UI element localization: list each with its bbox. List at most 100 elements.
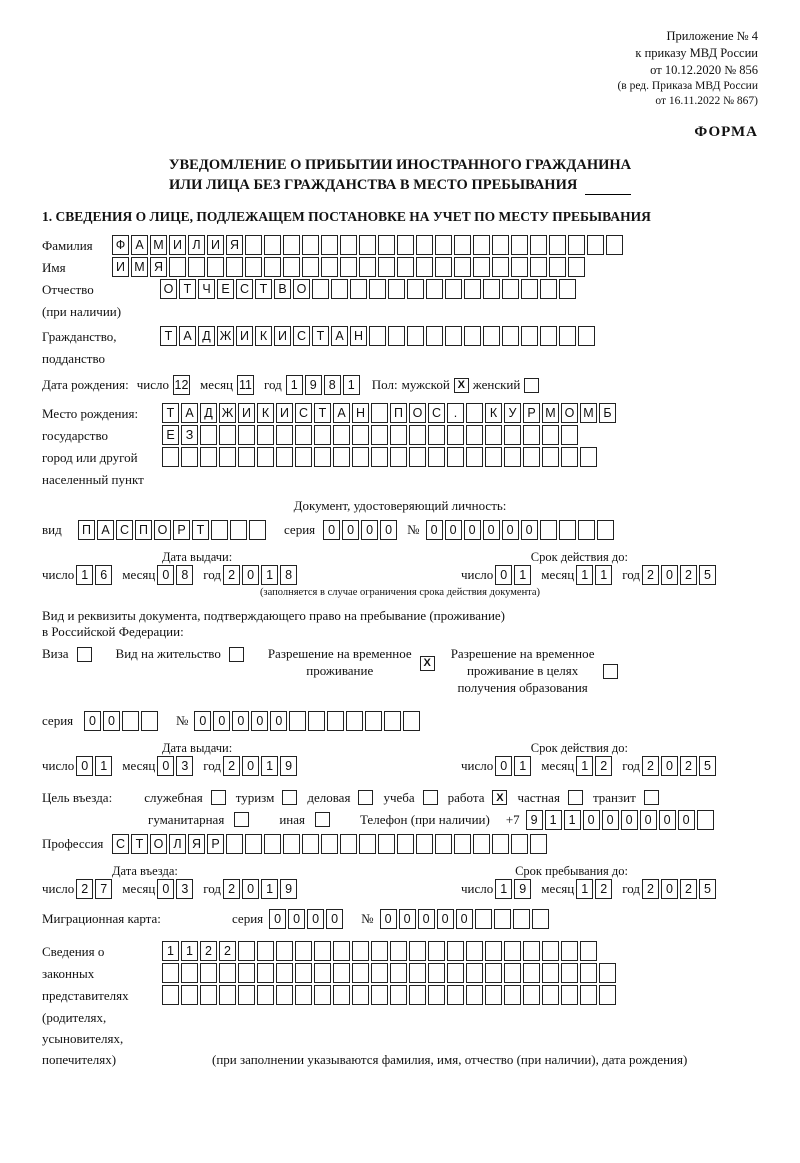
surname-label: Фамилия: [42, 235, 112, 254]
purpose-private-checkbox[interactable]: [568, 790, 583, 805]
residence-expiry-label: Срок действия до:: [531, 741, 628, 756]
gender-label: Пол:: [372, 377, 398, 393]
pob-boxes-3[interactable]: [162, 447, 599, 467]
doc-expiry-year-label: год: [622, 567, 640, 583]
entry-date-label: Дата въезда:: [112, 864, 178, 879]
purpose-service-checkbox[interactable]: [211, 790, 226, 805]
entry-number-label: число: [42, 881, 74, 897]
profession-label: Профессия: [42, 836, 112, 852]
document-section-title: Документ, удостоверяющий личность:: [42, 498, 758, 514]
purpose-transit-label: транзит: [593, 790, 636, 806]
legal-rep-row6: попечителях) (при заполнении указываются…: [42, 1049, 758, 1068]
migration-card-label: Миграционная карта:: [42, 911, 192, 927]
purpose-private-label: частная: [517, 790, 559, 806]
dob-month-label: месяц: [200, 377, 233, 393]
purpose-phone-label: Телефон (при наличии): [360, 812, 490, 828]
purpose-tourism-checkbox[interactable]: [282, 790, 297, 805]
patronymic-sub-label: (при наличии): [42, 301, 112, 320]
stay-year-label: год: [622, 881, 640, 897]
fill-in-underline[interactable]: [585, 194, 631, 195]
legal-rep-row2: законных: [42, 963, 758, 983]
pob-row3: город или другой: [42, 447, 758, 467]
doc-expiry-month-label: месяц: [541, 567, 574, 583]
purpose-row1: Цель въезда: служебная туризм деловая уч…: [42, 790, 758, 806]
patronymic-label: Отчество: [42, 282, 108, 298]
purpose-study-checkbox[interactable]: [423, 790, 438, 805]
temp-residence-edu-checkbox[interactable]: [603, 664, 618, 679]
doc-series-label: серия: [284, 522, 315, 538]
pob-settlement-sub-label: населенный пункт: [42, 469, 162, 488]
residence-issue-date-label: Дата выдачи:: [162, 741, 232, 756]
document-page: Приложение № 4 к приказу МВД России от 1…: [0, 0, 800, 1110]
purpose-other-checkbox[interactable]: [315, 812, 330, 827]
gender-female-checkbox[interactable]: [524, 378, 539, 393]
dob-year-label: год: [264, 377, 282, 393]
gender-male-checkbox[interactable]: X: [454, 378, 469, 393]
residence-series-label: серия: [42, 713, 84, 729]
doc-issue-month-label: месяц: [122, 567, 155, 583]
purpose-service-label: служебная: [144, 790, 203, 806]
migration-series-label: серия: [232, 911, 263, 927]
temp-residence-edu-label: Разрешение на временное: [451, 646, 595, 663]
legal-rep-row5: усыновителях,: [42, 1028, 758, 1047]
purpose-work-checkbox[interactable]: X: [492, 790, 507, 805]
purpose-study-label: учеба: [383, 790, 414, 806]
gender-female-label: женский: [473, 377, 521, 393]
legal-rep-boxes3[interactable]: [162, 985, 618, 1005]
residence-expiry-month-label: месяц: [541, 758, 574, 774]
legal-rep-boxes2[interactable]: [162, 963, 618, 983]
legal-rep-label6: попечителях): [42, 1049, 162, 1068]
residence-issue-number-label: число: [42, 758, 74, 774]
purpose-business-checkbox[interactable]: [358, 790, 373, 805]
stay-number-label: число: [461, 881, 493, 897]
purpose-other-label: иная: [279, 812, 305, 828]
stay-until-label: Срок пребывания до:: [515, 864, 628, 879]
purpose-humanitarian-checkbox[interactable]: [234, 812, 249, 827]
temp-residence-edu-label3: получения образования: [451, 680, 595, 697]
purpose-tourism-label: туризм: [236, 790, 275, 806]
legal-rep-label3: представителях: [42, 985, 162, 1004]
document-title: УВЕДОМЛЕНИЕ О ПРИБЫТИИ ИНОСТРАННОГО ГРАЖ…: [42, 155, 758, 196]
residence-expiry-year-label: год: [622, 758, 640, 774]
residence-permit-checkbox[interactable]: [229, 647, 244, 662]
legal-rep-row4: (родителях,: [42, 1007, 758, 1026]
dob-number-box[interactable]: 12: [173, 375, 190, 395]
purpose-work-label: работа: [448, 790, 485, 806]
purpose-label: Цель въезда:: [42, 790, 112, 806]
residence-intro-line2: в Российской Федерации:: [42, 624, 758, 640]
gender-male-label: мужской: [402, 377, 450, 393]
purpose-transit-checkbox[interactable]: [644, 790, 659, 805]
header-line5: от 16.11.2022 № 867): [42, 94, 758, 110]
legal-rep-row3: представителях: [42, 985, 758, 1005]
citizenship-label: Гражданство,: [42, 329, 108, 345]
temp-residence-checkbox[interactable]: X: [420, 656, 435, 671]
dob-month-box[interactable]: 11: [237, 375, 254, 395]
pob-city-sub-label: город или другой: [42, 447, 162, 466]
doc-expiry-label: Срок действия до:: [531, 550, 628, 565]
section1-title: 1. СВЕДЕНИЯ О ЛИЦЕ, ПОДЛЕЖАЩЕМ ПОСТАНОВК…: [42, 209, 758, 225]
legal-rep-label2: законных: [42, 963, 162, 982]
header-line3: от 10.12.2020 № 856: [42, 62, 758, 79]
visa-checkbox[interactable]: [77, 647, 92, 662]
doc-issue-year-label: год: [203, 567, 221, 583]
